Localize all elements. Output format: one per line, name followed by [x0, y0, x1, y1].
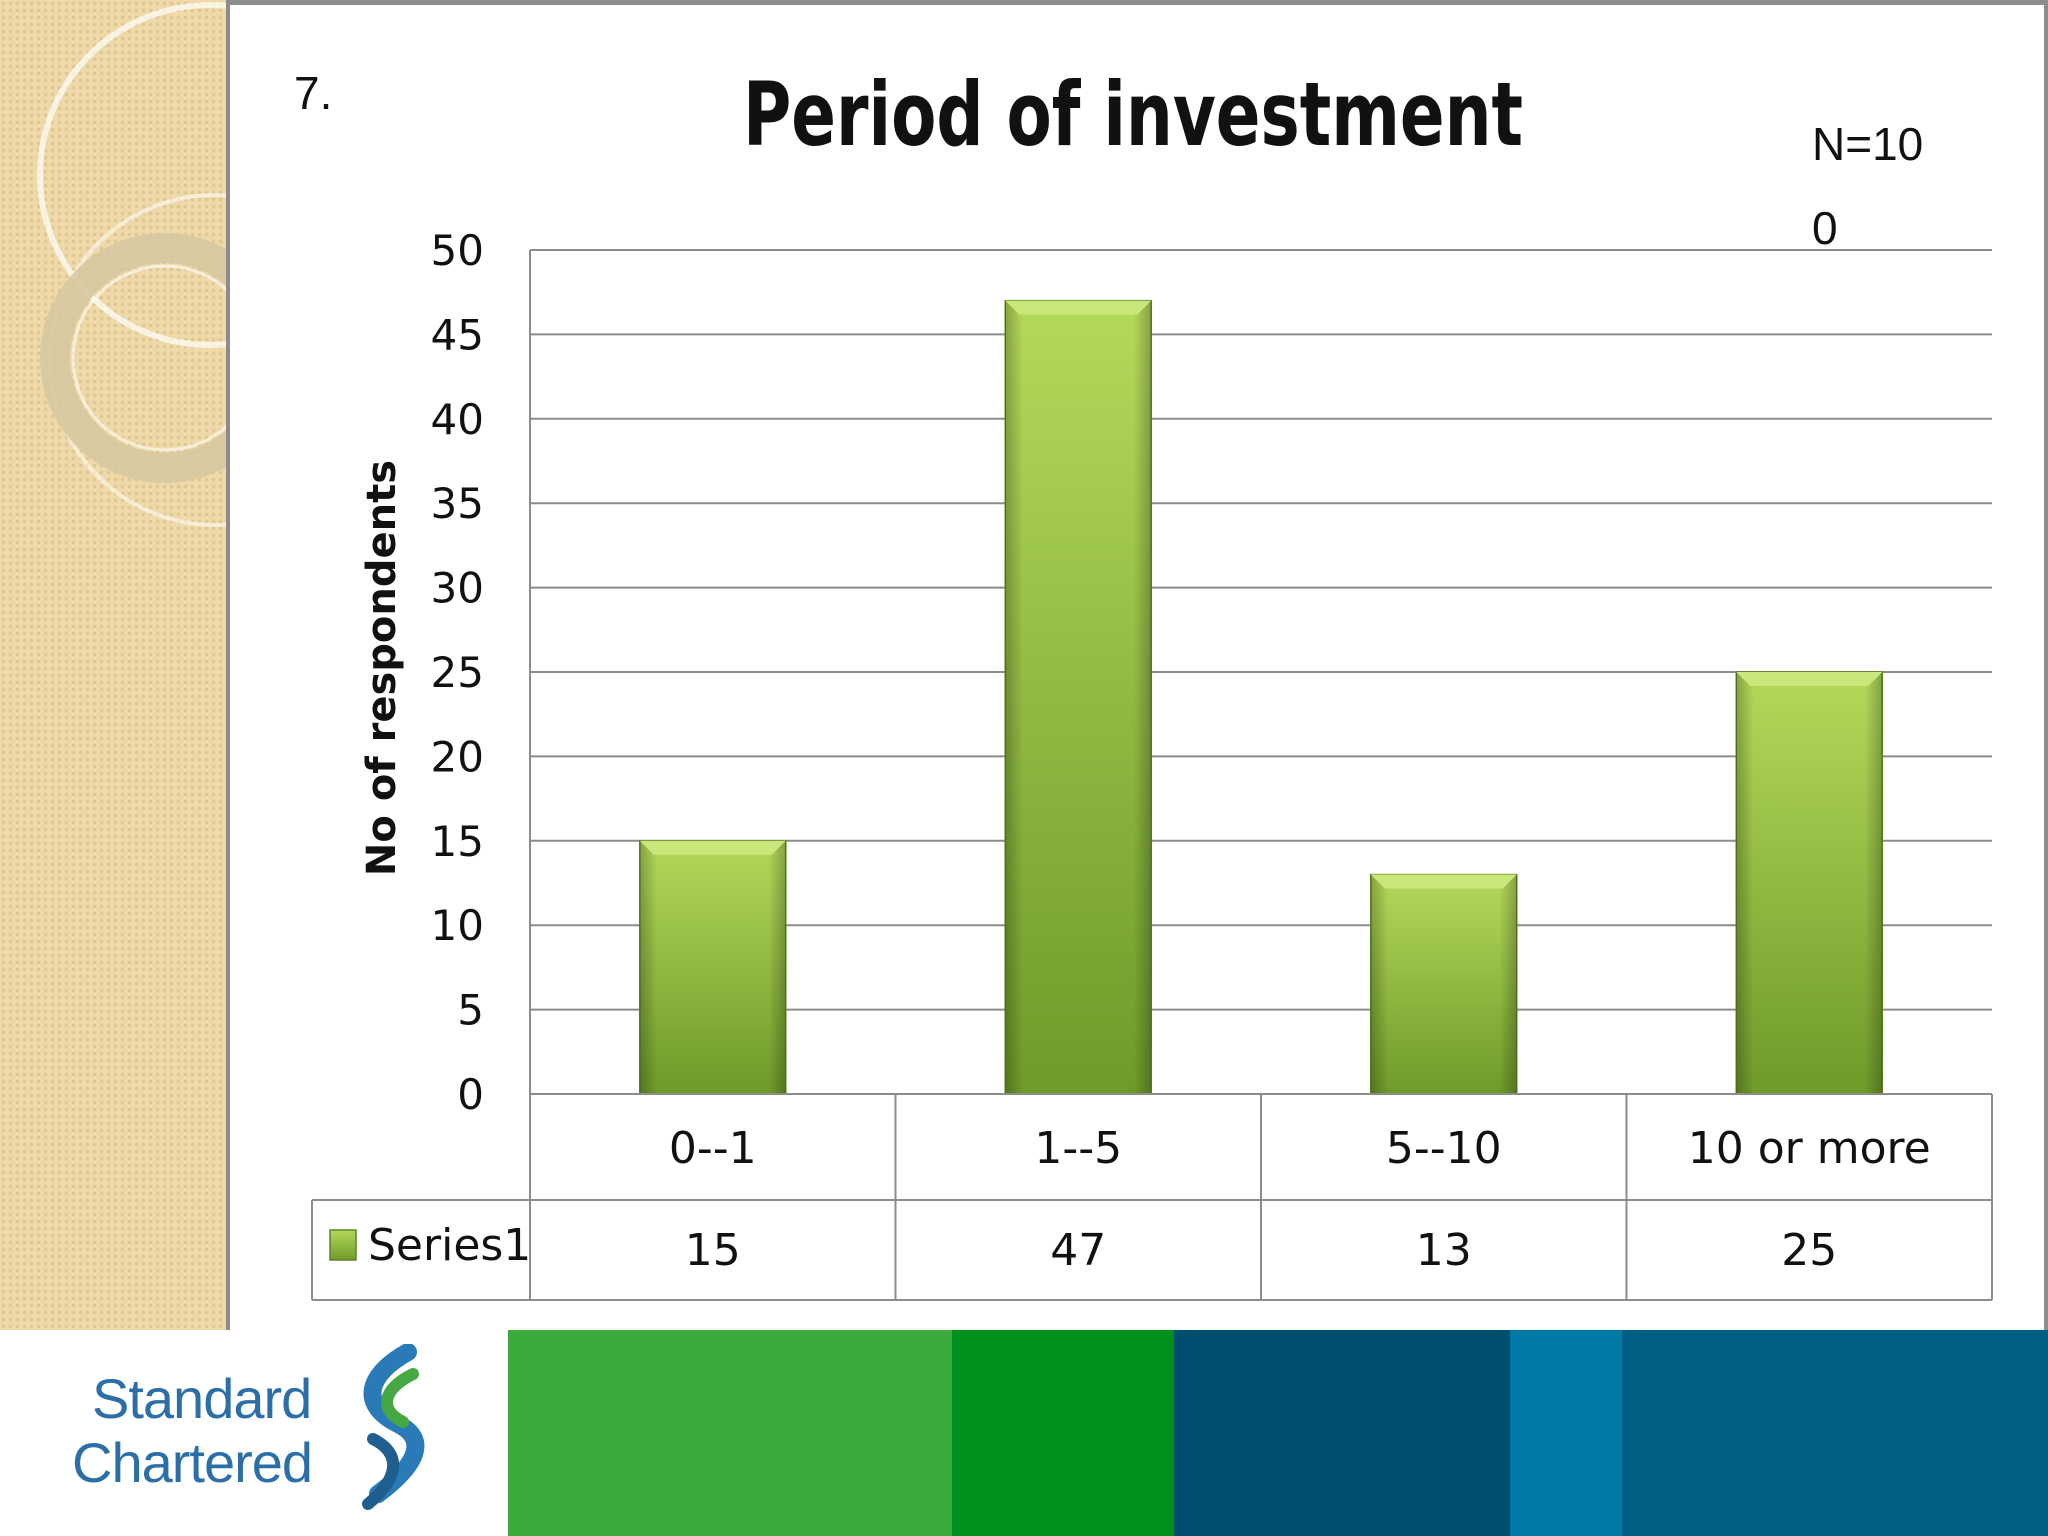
y-tick-label: 45 — [431, 310, 484, 359]
bar-shade — [1736, 672, 1883, 1094]
y-axis-label: No of respondents — [359, 460, 405, 876]
bar — [639, 840, 787, 1095]
logo: Standard Chartered — [0, 1330, 508, 1536]
footer-stripe-4 — [1510, 1330, 1622, 1536]
data-label: 47 — [1050, 1225, 1106, 1276]
bar-shade — [1005, 300, 1152, 1094]
y-tick-label: 25 — [431, 648, 484, 697]
slide-number: 7. — [294, 67, 333, 119]
footer-bar: Standard Chartered — [0, 1330, 2048, 1536]
legend-label: Series1 — [368, 1220, 531, 1271]
y-tick-label: 0 — [457, 1070, 484, 1119]
bar — [1004, 299, 1152, 1095]
bar-bevel — [1370, 874, 1517, 889]
standard-chartered-icon — [362, 1344, 425, 1510]
bar — [1370, 873, 1518, 1095]
bar-chart: Period of investment No of respondents 0… — [311, 63, 1993, 1301]
x-tick-label: 10 or more — [1688, 1123, 1931, 1174]
bar-bevel — [1736, 672, 1883, 686]
bar-bevel — [1005, 300, 1152, 315]
y-tick-label: 30 — [431, 564, 484, 613]
y-tick-label: 5 — [457, 986, 484, 1035]
x-tick-label: 0--1 — [669, 1123, 757, 1174]
y-tick-label: 40 — [431, 395, 484, 444]
bar-shade — [1370, 874, 1517, 1094]
decorative-circles — [37, 2, 230, 527]
footer-stripe-3 — [1174, 1330, 1510, 1536]
bar — [1735, 671, 1883, 1095]
data-label: 25 — [1781, 1225, 1837, 1276]
footer-stripe-5 — [1622, 1330, 2048, 1536]
bar-bevel — [639, 840, 786, 855]
y-tick-label: 15 — [431, 817, 484, 866]
y-tick-label: 50 — [431, 226, 484, 275]
sample-size-label: N=100 — [1812, 118, 1924, 254]
y-tick-label: 35 — [431, 479, 484, 528]
chart-title: Period of investment — [743, 63, 1523, 166]
logo-text-chartered: Chartered — [72, 1431, 313, 1494]
bar-shade — [639, 840, 786, 1094]
x-tick-label: 1--5 — [1034, 1123, 1122, 1174]
y-tick-label: 10 — [431, 901, 484, 950]
legend-swatch — [329, 1229, 357, 1261]
footer-stripe-2 — [952, 1330, 1174, 1536]
data-label: 13 — [1416, 1225, 1472, 1276]
data-label: 15 — [685, 1225, 741, 1276]
y-tick-label: 20 — [431, 732, 484, 781]
x-tick-label: 5--10 — [1386, 1123, 1502, 1174]
background-pattern — [0, 0, 230, 1330]
footer-stripe-1 — [508, 1330, 952, 1536]
logo-text-standard: Standard — [92, 1367, 312, 1430]
